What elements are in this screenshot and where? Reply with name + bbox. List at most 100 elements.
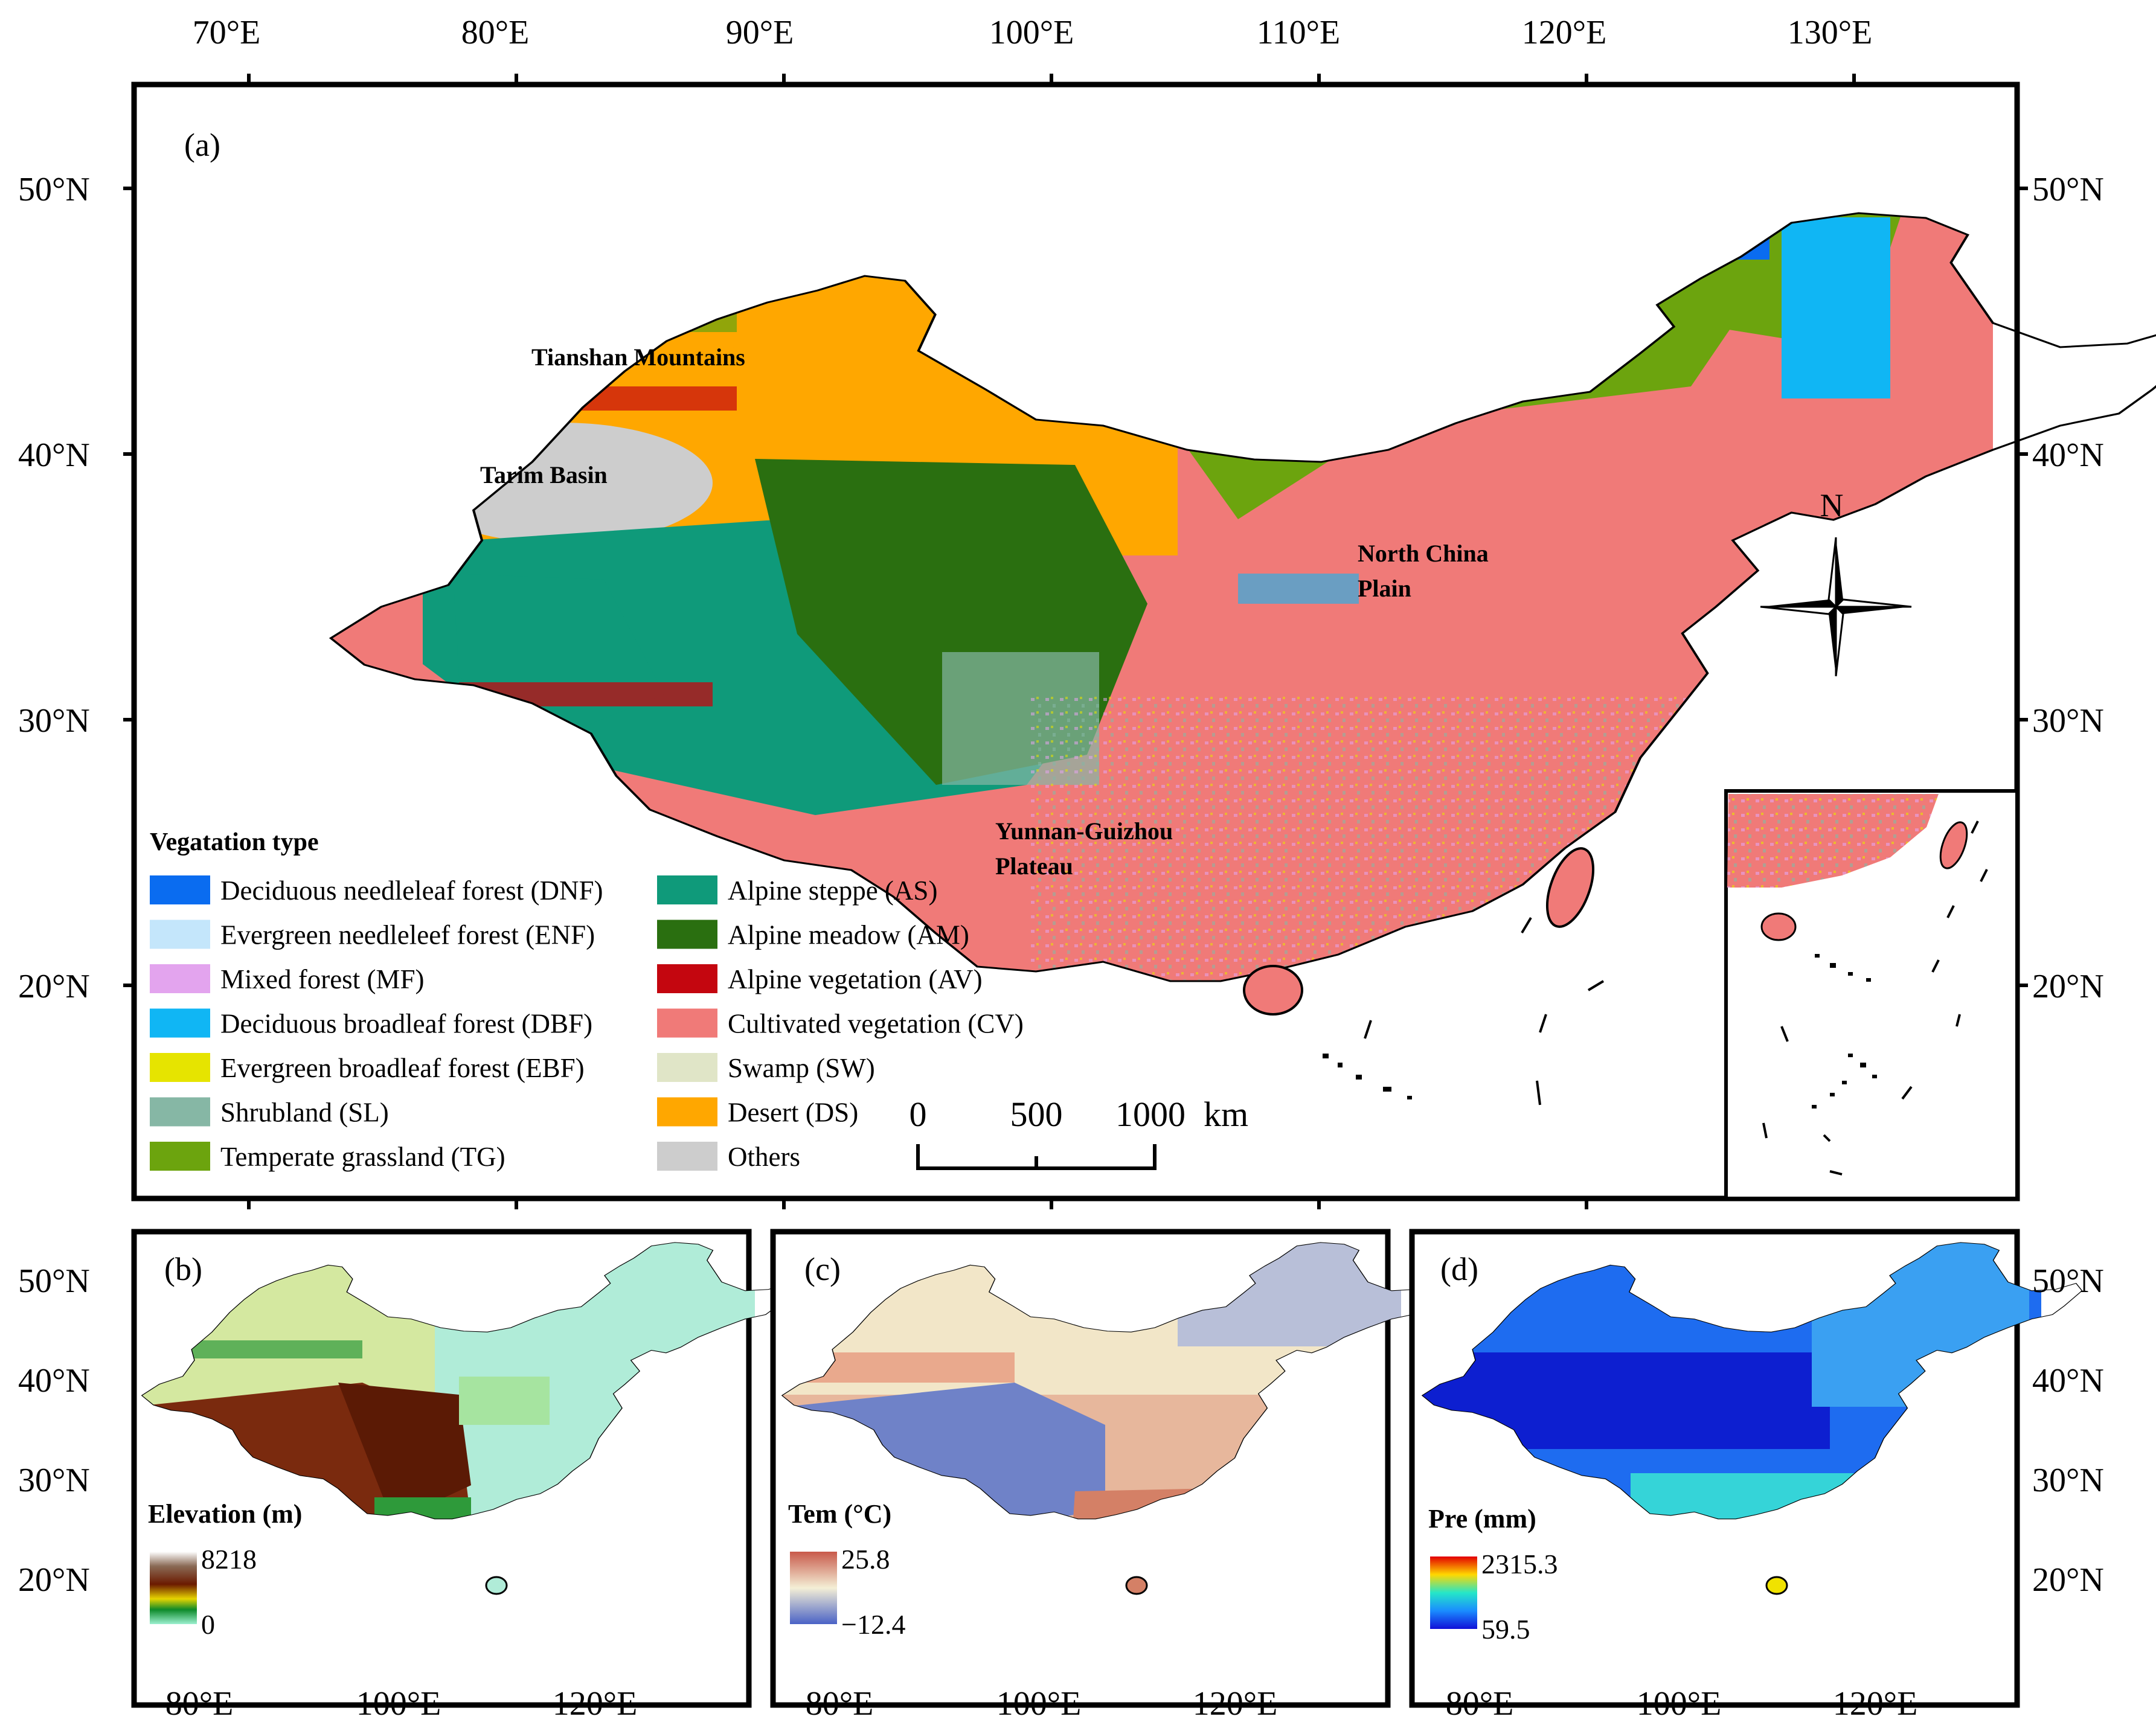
lat-b-50: 50°N [18, 1262, 90, 1300]
legend-label: Shrubland (SL) [220, 1098, 389, 1128]
inset-map [1724, 789, 2019, 1200]
lat-b-20: 20°N [18, 1561, 90, 1599]
lat-left-30: 30°N [18, 702, 90, 740]
lat-right-30: 30°N [2032, 702, 2104, 740]
bottom-longitude-labels: 80°E 100°E 120°E 80°E 100°E 120°E 80°E 1… [165, 1685, 1918, 1723]
legend-label: Cultivated vegetation (CV) [728, 1009, 1024, 1039]
lat-d-20: 20°N [2032, 1561, 2104, 1599]
lat-d-40: 40°N [2032, 1362, 2104, 1400]
scale-bar: 0 500 1000 km [910, 1095, 1248, 1170]
panel-a-ticks [123, 74, 2028, 1209]
legend-swatch [150, 1053, 210, 1082]
legend-swatch [657, 964, 717, 993]
vegetation-legend: Vegatation type Deciduous needleleaf for… [150, 828, 1024, 1172]
legend-swatch [150, 964, 210, 993]
lon-d-100: 100°E [1637, 1685, 1722, 1723]
panel-d: (d) Pre (mm) 2315.3 59.5 [1409, 1229, 2083, 1708]
legend-swatch [657, 1142, 717, 1171]
legend-label: Desert (DS) [728, 1098, 858, 1128]
lon-c-120: 120°E [1193, 1685, 1278, 1723]
legend-swatch [150, 920, 210, 949]
lon-c-80: 80°E [806, 1685, 874, 1723]
panel-b: (b) Elevation (m) 8218 0 [131, 1229, 795, 1708]
legend-label: Evergreen broadleaf forest (EBF) [220, 1053, 585, 1083]
precipitation-max: 2315.3 [1481, 1549, 1558, 1579]
lat-right-20: 20°N [2032, 968, 2104, 1005]
label-yunnan-2: Plateau [995, 853, 1073, 880]
temperature-min: −12.4 [841, 1609, 905, 1640]
elevation-min: 0 [201, 1609, 215, 1640]
panel-b-label: (b) [164, 1251, 202, 1287]
legend-swatch [657, 1008, 717, 1038]
lon-100: 100°E [989, 14, 1074, 51]
lon-70: 70°E [193, 14, 261, 51]
label-tarim: Tarim Basin [480, 461, 608, 488]
legend-swatch [657, 1097, 717, 1127]
lon-d-120: 120°E [1833, 1685, 1918, 1723]
temperature-title: Tem (°C) [788, 1499, 891, 1529]
north-arrow [1760, 537, 1912, 677]
lon-b-80: 80°E [165, 1685, 234, 1723]
panel-c-label: (c) [804, 1251, 841, 1287]
temperature-max: 25.8 [841, 1544, 890, 1575]
panel-c: (c) Tem (°C) 25.8 −12.4 [770, 1229, 1443, 1708]
legend-label: Alpine meadow (AM) [728, 920, 969, 950]
scale-tick-1000: 1000 [1115, 1095, 1185, 1134]
legend-label: Evergreen needleleef forest (ENF) [220, 920, 595, 950]
nine-dash-line [1364, 917, 1605, 1105]
label-tianshan: Tianshan Mountains [531, 344, 745, 371]
lon-d-80: 80°E [1446, 1685, 1514, 1723]
legend-swatch [150, 1097, 210, 1127]
legend-label: Deciduous needleleaf forest (DNF) [220, 875, 603, 906]
label-north-china-1: North China [1358, 540, 1489, 567]
legend-swatch [657, 1053, 717, 1082]
south-sea-islands [1323, 1054, 1412, 1099]
legend-label: Temperate grassland (TG) [220, 1142, 505, 1172]
lat-left-20: 20°N [18, 968, 90, 1005]
lat-right-40: 40°N [2032, 437, 2104, 474]
elevation-title: Elevation (m) [148, 1499, 302, 1529]
lat-d-30: 30°N [2032, 1462, 2104, 1499]
lat-b-30: 30°N [18, 1462, 90, 1499]
legend-swatch [657, 875, 717, 904]
panel-a: N Tianshan Mountains Tarim Basin North C… [123, 74, 2156, 1209]
lon-130: 130°E [1788, 14, 1873, 51]
lon-120: 120°E [1522, 14, 1607, 51]
lat-d-50: 50°N [2032, 1262, 2104, 1300]
label-yunnan-1: Yunnan-Guizhou [995, 817, 1173, 845]
lon-b-120: 120°E [553, 1685, 638, 1723]
small-latitude-labels: 50°N 40°N 30°N 20°N 50°N 40°N 30°N 20°N [18, 1262, 2104, 1599]
scale-unit: km [1204, 1095, 1248, 1134]
legend-label: Others [728, 1142, 800, 1172]
scale-tick-500: 500 [1010, 1095, 1063, 1134]
legend-label: Mixed forest (MF) [220, 964, 424, 994]
north-label: N [1820, 487, 1844, 523]
legend-swatch [150, 1008, 210, 1038]
lat-b-40: 40°N [18, 1362, 90, 1400]
lat-left-40: 40°N [18, 437, 90, 474]
elevation-colorbar [150, 1552, 197, 1624]
legend-swatch [657, 920, 717, 949]
scale-tick-0: 0 [910, 1095, 927, 1134]
panel-a-label: (a) [184, 127, 220, 163]
lon-90: 90°E [726, 14, 794, 51]
top-longitude-labels: 70°E 80°E 90°E 100°E 110°E 120°E 130°E [193, 14, 1873, 51]
lon-b-100: 100°E [356, 1685, 441, 1723]
legend-swatch [150, 1142, 210, 1171]
elevation-max: 8218 [201, 1544, 257, 1575]
legend-label: Swamp (SW) [728, 1053, 875, 1083]
precipitation-colorbar [1430, 1556, 1477, 1629]
legend-label: Alpine steppe (AS) [728, 875, 937, 906]
lat-left-50: 50°N [18, 171, 90, 208]
main-latitude-labels: 50°N 40°N 30°N 20°N 50°N 40°N 30°N 20°N [18, 171, 2104, 1005]
lon-c-100: 100°E [996, 1685, 1082, 1723]
lon-80: 80°E [461, 14, 530, 51]
label-north-china-2: Plain [1358, 575, 1411, 602]
legend-label: Deciduous broadleaf forest (DBF) [220, 1009, 592, 1039]
legend-title: Vegatation type [150, 828, 319, 856]
precipitation-title: Pre (mm) [1428, 1504, 1536, 1534]
temperature-colorbar [790, 1552, 837, 1624]
legend-label: Alpine vegetation (AV) [728, 964, 983, 994]
precipitation-min: 59.5 [1481, 1614, 1530, 1645]
